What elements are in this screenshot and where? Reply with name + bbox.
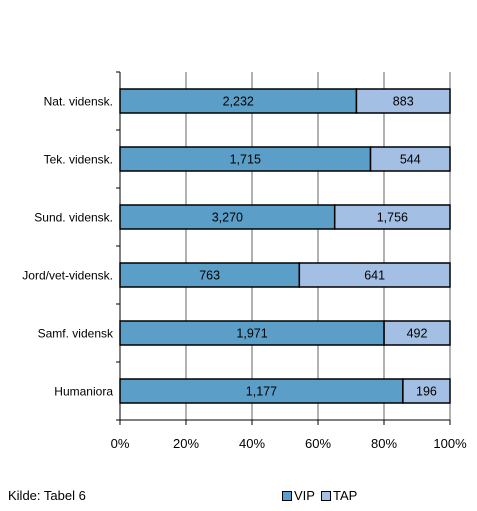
bar-vip [119,378,404,404]
bar-label-tap: 544 [400,153,421,167]
legend-label-tap: TAP [332,488,358,503]
bar-label-vip: 1,177 [246,385,277,399]
legend: VIP TAP [282,488,357,503]
bar-label-vip: 1,971 [236,327,267,341]
x-tick-label: 60% [305,436,331,451]
bar-tap [402,378,451,404]
category-label: Jord/vet-vidensk. [22,269,113,283]
x-tick-label: 0% [111,436,130,451]
x-tick-label: 100% [433,436,467,451]
bar-label-vip: 3,270 [212,211,243,225]
bar-tap [355,88,451,114]
bar-tap [333,204,451,230]
category-label: Sund. vidensk. [34,211,113,225]
category-label: Samf. vidensk [38,327,114,341]
bar-label-vip: 1,715 [230,153,261,167]
bar-vip [119,146,372,172]
category-label: Nat. vidensk. [44,95,113,109]
bar-tap [383,320,451,346]
source-note: Kilde: Tabel 6 [8,488,86,503]
legend-swatch-tap [320,490,331,501]
bar-vip [119,88,358,114]
bar-tap [369,146,451,172]
legend-item-vip: VIP [282,488,315,503]
bar-label-tap: 883 [393,95,414,109]
category-label: Humaniora [54,385,113,399]
bar-label-tap: 641 [364,269,385,283]
bar-label-vip: 763 [199,269,220,283]
legend-label-vip: VIP [294,488,315,503]
category-label: Tek. vidensk. [44,153,113,167]
bar-tap [298,262,451,288]
bar-label-vip: 2,232 [223,95,254,109]
x-tick-label: 40% [239,436,265,451]
legend-item-tap: TAP [320,488,358,503]
bar-label-tap: 492 [407,327,428,341]
x-tick-label: 20% [173,436,199,451]
legend-swatch-vip [282,490,292,501]
x-tick-label: 80% [371,436,397,451]
bar-label-tap: 196 [416,385,437,399]
bar-label-tap: 1,756 [377,211,408,225]
